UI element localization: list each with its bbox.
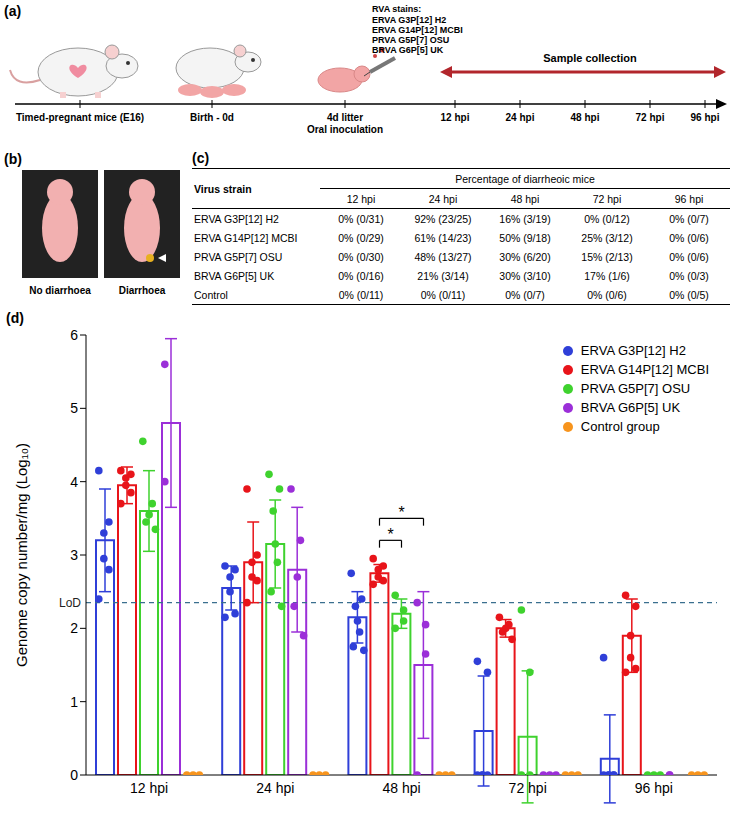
svg-text:1: 1 bbox=[70, 694, 78, 710]
svg-text:(a): (a) bbox=[4, 3, 21, 19]
html-text:16% (3/19): 16% (3/19) bbox=[499, 212, 551, 225]
svg-text:PRVA G5P[7] OSU: PRVA G5P[7] OSU bbox=[372, 35, 449, 45]
svg-text:3: 3 bbox=[70, 547, 78, 563]
svg-text:Genome copy number/mg (Log₁₀): Genome copy number/mg (Log₁₀) bbox=[13, 443, 30, 667]
svg-text:2: 2 bbox=[70, 620, 78, 636]
html-text:24 hpi: 24 hpi bbox=[428, 192, 458, 205]
html-text:96 hpi: 96 hpi bbox=[674, 192, 704, 205]
svg-text:4: 4 bbox=[70, 474, 78, 490]
html-text:72 hpi: 72 hpi bbox=[592, 192, 622, 205]
html-text:0% (0/5): 0% (0/5) bbox=[669, 288, 709, 301]
html-text:50% (9/18): 50% (9/18) bbox=[499, 231, 551, 244]
svg-text:4d litter: 4d litter bbox=[327, 112, 363, 123]
svg-text:Birth - 0d: Birth - 0d bbox=[190, 112, 234, 123]
svg-text:(b): (b) bbox=[4, 151, 22, 167]
svg-text:24 hpi: 24 hpi bbox=[506, 112, 535, 123]
html-text:0% (0/6): 0% (0/6) bbox=[669, 250, 709, 263]
svg-text:12 hpi: 12 hpi bbox=[441, 112, 470, 123]
svg-text:*: * bbox=[398, 504, 404, 521]
svg-text:Oral inoculation: Oral inoculation bbox=[307, 124, 383, 135]
svg-text:12 hpi: 12 hpi bbox=[130, 780, 168, 796]
html-text:(c): (c) bbox=[192, 150, 210, 166]
html-text:BRVA G6P[5] UK: BRVA G6P[5] UK bbox=[194, 269, 275, 282]
html-text:21% (3/14): 21% (3/14) bbox=[417, 269, 469, 282]
svg-text:96 hpi: 96 hpi bbox=[691, 112, 720, 123]
html-text:0% (0/6): 0% (0/6) bbox=[669, 231, 709, 244]
html-text:30% (3/10): 30% (3/10) bbox=[499, 269, 551, 282]
html-text:61% (14/23): 61% (14/23) bbox=[414, 231, 472, 244]
html-text:92% (23/25): 92% (23/25) bbox=[414, 212, 472, 225]
html-text:ERVA G14P[12] MCBI: ERVA G14P[12] MCBI bbox=[580, 362, 709, 377]
svg-text:No diarrhoea: No diarrhoea bbox=[29, 285, 91, 296]
html-text:0% (0/31): 0% (0/31) bbox=[338, 212, 384, 225]
svg-text:BRVA G6P[5] UK: BRVA G6P[5] UK bbox=[372, 45, 444, 55]
svg-text:RVA stains:: RVA stains: bbox=[372, 4, 421, 14]
svg-text:96 hpi: 96 hpi bbox=[635, 780, 673, 796]
html-text:0% (0/7): 0% (0/7) bbox=[669, 212, 709, 225]
html-text:25% (3/12): 25% (3/12) bbox=[581, 231, 633, 244]
html-text:48 hpi: 48 hpi bbox=[510, 192, 540, 205]
html-text:0% (0/3): 0% (0/3) bbox=[669, 269, 709, 282]
html-text:Control group: Control group bbox=[580, 419, 660, 434]
svg-text:Sample collection: Sample collection bbox=[543, 52, 637, 64]
svg-text:*: * bbox=[387, 526, 393, 543]
html-text:ERVA G3P[12] H2: ERVA G3P[12] H2 bbox=[194, 212, 279, 225]
html-text:0% (0/29): 0% (0/29) bbox=[338, 231, 384, 244]
html-text:Virus strain: Virus strain bbox=[194, 182, 252, 195]
html-text:0% (0/12): 0% (0/12) bbox=[584, 212, 630, 225]
svg-text:24 hpi: 24 hpi bbox=[256, 780, 294, 796]
html-text:0% (0/16): 0% (0/16) bbox=[338, 269, 384, 282]
html-text:17% (1/6): 17% (1/6) bbox=[584, 269, 630, 282]
html-text:0% (0/7): 0% (0/7) bbox=[505, 288, 545, 301]
svg-text:72 hpi: 72 hpi bbox=[636, 112, 665, 123]
svg-text:5: 5 bbox=[70, 400, 78, 416]
html-text:30% (6/20): 30% (6/20) bbox=[499, 250, 551, 263]
html-text:0% (0/11): 0% (0/11) bbox=[420, 288, 466, 301]
html-text:BRVA G6P[5] UK: BRVA G6P[5] UK bbox=[580, 400, 681, 415]
html-text:48% (13/27): 48% (13/27) bbox=[414, 250, 472, 263]
html-text:ERVA G14P[12] MCBI: ERVA G14P[12] MCBI bbox=[194, 231, 298, 244]
html-text:12 hpi: 12 hpi bbox=[346, 192, 376, 205]
svg-text:48 hpi: 48 hpi bbox=[571, 112, 600, 123]
svg-text:Diarrhoea: Diarrhoea bbox=[119, 285, 166, 296]
html-text:0% (0/11): 0% (0/11) bbox=[338, 288, 384, 301]
html-text:ERVA G3P[12] H2: ERVA G3P[12] H2 bbox=[580, 343, 686, 358]
svg-text:LoD: LoD bbox=[59, 596, 81, 610]
html-text:PRVA G5P[7] OSU: PRVA G5P[7] OSU bbox=[194, 250, 283, 263]
svg-text:48 hpi: 48 hpi bbox=[382, 780, 420, 796]
html-text:Percentage of diarrheoic mice: Percentage of diarrheoic mice bbox=[455, 172, 595, 185]
html-text:15% (2/13): 15% (2/13) bbox=[581, 250, 633, 263]
html-text:PRVA G5P[7] OSU: PRVA G5P[7] OSU bbox=[580, 381, 691, 396]
svg-text:72 hpi: 72 hpi bbox=[509, 780, 547, 796]
svg-text:Timed-pregnant mice (E16): Timed-pregnant mice (E16) bbox=[16, 112, 144, 123]
svg-text:0: 0 bbox=[70, 767, 78, 783]
html-text:0% (0/6): 0% (0/6) bbox=[587, 288, 627, 301]
html-text:0% (0/30): 0% (0/30) bbox=[338, 250, 384, 263]
html-text:(d): (d) bbox=[6, 310, 24, 326]
svg-text:6: 6 bbox=[70, 327, 78, 343]
svg-text:ERVA G3P[12] H2: ERVA G3P[12] H2 bbox=[372, 15, 446, 25]
svg-text:ERVA G14P[12] MCBI: ERVA G14P[12] MCBI bbox=[372, 25, 463, 35]
html-text:Control: Control bbox=[194, 288, 228, 301]
